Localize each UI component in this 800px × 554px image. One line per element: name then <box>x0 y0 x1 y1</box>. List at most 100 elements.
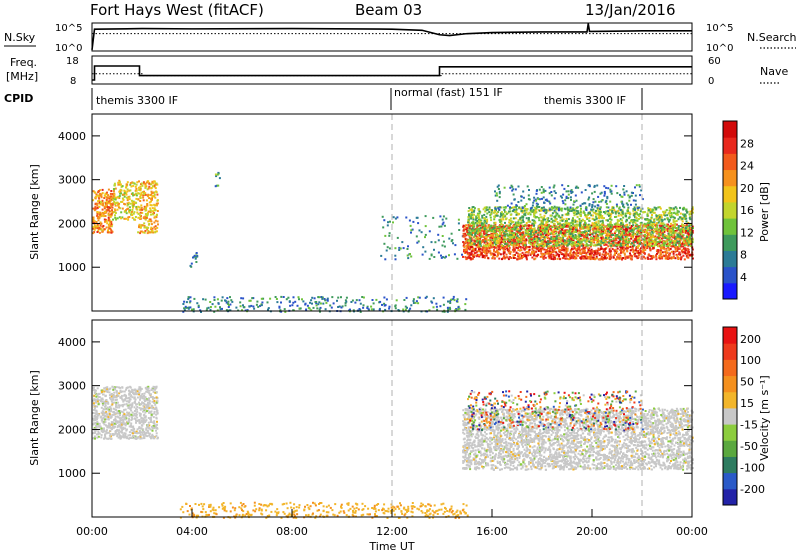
scatter-cell-2706 <box>517 232 520 235</box>
scatter-cell-3887 <box>636 219 639 222</box>
scatter-cell-4804 <box>644 236 647 239</box>
scatter-cell-4345 <box>585 238 588 241</box>
scatter-cell-4527 <box>581 238 584 241</box>
scatter-cell-367 <box>114 203 117 206</box>
scatter-cell-3234 <box>557 223 560 225</box>
scatter-cell-2629 <box>592 238 595 241</box>
scatter-cell-698 <box>445 217 448 220</box>
scatter-cell-4240 <box>596 229 599 231</box>
scatter-cell-568 <box>156 199 159 202</box>
scatter-cell-4929 <box>534 209 537 212</box>
scatter-cell-593 <box>148 201 151 204</box>
scatter-cell-4410 <box>473 225 476 228</box>
scatter-cell-3714 <box>618 231 621 234</box>
scatter-cell-958 <box>549 254 552 257</box>
scatter-cell-425 <box>141 211 144 214</box>
scatter-cell-3127 <box>665 243 668 246</box>
scatter-cell-515 <box>139 185 142 188</box>
scatter-cell-1868 <box>589 250 592 252</box>
scatter-cell-4801 <box>675 227 677 230</box>
scatter-cell-3584 <box>599 242 602 245</box>
scatter-cell-1795 <box>523 239 526 242</box>
scatter-cell-2893 <box>663 251 666 254</box>
scatter-cell-23 <box>101 208 104 211</box>
scatter-cell-3849 <box>610 234 613 237</box>
scatter-cell-3072 <box>592 250 595 253</box>
scatter-cell-977 <box>542 252 545 255</box>
scatter-cell-4790 <box>651 210 654 213</box>
scatter-cell-567 <box>139 189 142 192</box>
scatter-cell-2122 <box>520 225 523 228</box>
scatter-cell-3419 <box>635 213 638 216</box>
scatter-cell-4634 <box>474 221 477 224</box>
scatter-cell-4479 <box>578 213 581 216</box>
scatter-cell-2851 <box>611 225 614 228</box>
scatter-cell-3825 <box>673 207 675 210</box>
scatter-cell-2673 <box>667 253 670 256</box>
scatter-cell-3948 <box>608 225 611 228</box>
scatter-cell-2947 <box>530 224 533 227</box>
scatter-cell-1139 <box>596 239 599 242</box>
scatter-cell-2715 <box>583 235 586 238</box>
scatter-cell-186 <box>95 225 98 228</box>
scatter-cell-678 <box>440 254 442 257</box>
scatter-cell-3150 <box>558 255 560 258</box>
scatter-cell-3814 <box>564 240 567 243</box>
scatter-cell-3761 <box>477 214 480 217</box>
scatter-cell-4590 <box>655 207 658 210</box>
scatter-cell-3144 <box>491 226 494 229</box>
scatter-cell-357 <box>117 204 120 207</box>
scatter-cell-2275 <box>636 246 639 249</box>
scatter-cell-3571 <box>540 208 543 210</box>
scatter-cell-2723 <box>686 244 689 247</box>
scatter-cell-4811 <box>576 220 579 223</box>
scatter-cell-403 <box>122 198 125 201</box>
scatter-cell-4603 <box>632 220 635 223</box>
scatter-cell-3012 <box>573 247 576 250</box>
scatter-cell-4620 <box>543 242 546 245</box>
scatter-cell-295 <box>113 208 116 211</box>
scatter-cell-503 <box>150 220 153 223</box>
scatter-cell-4113 <box>555 206 558 209</box>
scatter-cell-910 <box>584 249 586 252</box>
scatter-cell-1898 <box>621 247 624 250</box>
scatter-cell-144 <box>111 210 114 213</box>
scatter-cell-2739 <box>663 246 665 249</box>
scatter-cell-478 <box>153 191 156 194</box>
scatter-cell-4450 <box>658 239 661 242</box>
scatter-cell-863 <box>630 225 633 227</box>
scatter-cell-4711 <box>674 231 677 234</box>
scatter-cell-3791 <box>530 233 533 236</box>
scatter-cell-546 <box>153 226 156 229</box>
scatter-cell-3326 <box>556 212 559 215</box>
scatter-cell-3182 <box>691 211 694 214</box>
scatter-cell-4117 <box>551 212 554 215</box>
scatter-cell-3280 <box>508 207 511 210</box>
scatter-cell-2835 <box>564 257 567 260</box>
scatter-cell-2337 <box>562 256 565 259</box>
scatter-cell-4918 <box>598 211 601 214</box>
scatter-cell-635 <box>153 180 156 183</box>
scatter-cell-648 <box>190 262 193 265</box>
scatter-cell-4231 <box>653 219 655 222</box>
scatter-cell-3334 <box>517 219 520 222</box>
noise-left-tick-top: 10^5 <box>55 23 82 34</box>
scatter-cell-4691 <box>527 217 530 219</box>
scatter-cell-4689 <box>504 206 507 208</box>
scatter-cell-164 <box>99 211 102 214</box>
scatter-cell-4391 <box>471 206 474 209</box>
scatter-cell-4155 <box>523 238 526 241</box>
scatter-cell-4645 <box>626 209 629 212</box>
scatter-cell-2228 <box>677 253 680 256</box>
scatter-cell-542 <box>156 183 159 186</box>
scatter-cell-415 <box>117 183 120 186</box>
scatter-cell-2501 <box>564 252 567 255</box>
scatter-cell-3010 <box>680 235 683 238</box>
scatter-cell-4612 <box>649 226 652 229</box>
scatter-cell-4572 <box>490 230 493 233</box>
scatter-cell-3120 <box>512 239 515 241</box>
scatter-cell-4072 <box>571 223 574 226</box>
scatter-cell-3614 <box>545 223 548 226</box>
scatter-cell-3336 <box>637 239 639 242</box>
scatter-cell-2882 <box>565 252 568 254</box>
